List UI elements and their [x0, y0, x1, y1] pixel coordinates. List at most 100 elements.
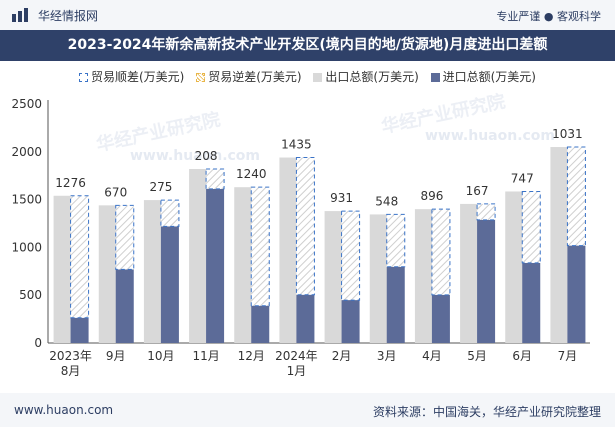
import-bar: [341, 300, 360, 343]
data-label: 670: [104, 185, 127, 199]
legend-item-surplus: 贸易顺差(万美元): [79, 68, 184, 85]
y-tick-label: 0: [34, 336, 42, 350]
x-tick-label: 5月: [467, 349, 487, 363]
top-bar: 华经情报网 专业严谨 ● 客观科学: [0, 0, 615, 30]
import-bar: [386, 266, 405, 343]
import-bar: [160, 226, 179, 343]
surplus-bar: [205, 168, 225, 190]
y-tick-label: 500: [19, 288, 42, 302]
legend: 贸易顺差(万美元) 贸易逆差(万美元) 出口总额(万美元) 进口总额(万美元): [0, 68, 615, 85]
data-label: 896: [420, 189, 443, 203]
surplus-bar: [70, 195, 90, 319]
watermark-url-2: www.huaon.com: [425, 128, 556, 144]
import-bar: [206, 188, 225, 343]
x-tick-label: 4月: [422, 349, 442, 363]
tagline: 专业严谨 ● 客观科学: [496, 10, 601, 23]
x-tick-label: 2月: [332, 349, 352, 363]
data-label: 1435: [281, 138, 312, 152]
x-tick-label: 10月: [147, 349, 174, 363]
export-bar: [143, 200, 162, 343]
x-tick-label: 8月: [61, 364, 81, 378]
import-bar: [477, 219, 496, 343]
export-bar: [234, 187, 253, 343]
import-bar: [115, 269, 134, 343]
data-label: 1240: [236, 167, 267, 181]
import-bar: [522, 262, 541, 343]
import-bar: [296, 294, 315, 343]
export-bar: [505, 191, 524, 343]
import-bar: [431, 294, 450, 343]
legend-label-surplus: 贸易顺差(万美元): [91, 70, 185, 84]
data-label: 1031: [552, 127, 583, 141]
x-tick-label: 6月: [512, 349, 532, 363]
legend-swatch-surplus: [79, 73, 88, 82]
export-bar: [550, 147, 569, 343]
footer: www.huaon.com 资料来源：中国海关，华经产业研究院整理: [0, 393, 615, 427]
surplus-bar: [341, 210, 361, 301]
x-tick-label: 12月: [238, 349, 265, 363]
x-tick-label: 9月: [106, 349, 126, 363]
x-tick-label: 2024年: [275, 349, 318, 363]
brand-name: 华经情报网: [38, 9, 99, 23]
surplus-hatch: [341, 211, 360, 301]
surplus-hatch: [115, 205, 134, 270]
surplus-bar: [566, 146, 586, 247]
surplus-hatch: [70, 195, 89, 318]
surplus-hatch: [386, 214, 405, 267]
export-bar: [53, 195, 72, 343]
x-tick-label: 1月: [287, 364, 307, 378]
export-bar: [279, 157, 298, 343]
legend-item-import: 进口总额(万美元): [430, 68, 536, 85]
data-label: 931: [330, 191, 353, 205]
surplus-bar: [386, 213, 406, 268]
legend-swatch-deficit: [196, 73, 206, 82]
surplus-hatch: [296, 157, 315, 295]
y-tick-label: 1000: [11, 240, 42, 254]
y-tick-label: 1500: [11, 193, 42, 207]
legend-item-export: 出口总额(万美元): [313, 68, 419, 85]
export-bar: [189, 169, 208, 343]
export-bar: [414, 209, 433, 343]
surplus-bar: [476, 203, 496, 221]
export-bar: [460, 203, 479, 343]
x-tick-label: 3月: [377, 349, 397, 363]
export-bar: [98, 205, 117, 343]
surplus-hatch: [160, 200, 179, 227]
data-label: 747: [511, 171, 534, 185]
x-tick-label: 7月: [558, 349, 578, 363]
data-label: 1276: [55, 176, 86, 190]
legend-label-import: 进口总额(万美元): [442, 70, 536, 84]
data-label: 208: [195, 149, 218, 163]
surplus-bar: [160, 199, 180, 227]
legend-item-deficit: 贸易逆差(万美元): [196, 68, 302, 85]
surplus-hatch: [431, 209, 450, 295]
watermark-url: www.huaon.com: [130, 148, 261, 164]
import-bar: [251, 305, 270, 343]
chart-title: 2023-2024年新余高新技术产业开发区(境内目的地/货源地)月度进出口差额: [0, 30, 615, 61]
surplus-hatch: [206, 169, 225, 189]
logo-icon: [12, 8, 28, 22]
data-label: 167: [466, 184, 489, 198]
surplus-hatch: [567, 147, 586, 246]
surplus-bar: [521, 190, 541, 264]
export-bar: [369, 214, 388, 343]
surplus-bar: [431, 208, 451, 296]
surplus-hatch: [522, 191, 541, 263]
data-label: 275: [149, 180, 172, 194]
surplus-hatch: [477, 203, 496, 220]
x-tick-label: 2023年: [49, 349, 92, 363]
import-bar: [567, 245, 586, 343]
footer-site: www.huaon.com: [14, 403, 114, 417]
surplus-bar: [115, 204, 135, 270]
data-label: 548: [375, 194, 398, 208]
export-bar: [324, 211, 343, 343]
legend-label-export: 出口总额(万美元): [325, 70, 419, 84]
footer-source: 资料来源：中国海关，华经产业研究院整理: [372, 405, 601, 419]
import-bar: [70, 317, 89, 343]
x-tick-label: 11月: [192, 349, 219, 363]
surplus-bar: [250, 186, 270, 307]
legend-swatch-export: [313, 73, 323, 82]
y-tick-label: 2500: [11, 97, 42, 111]
y-tick-label: 2000: [11, 145, 42, 159]
